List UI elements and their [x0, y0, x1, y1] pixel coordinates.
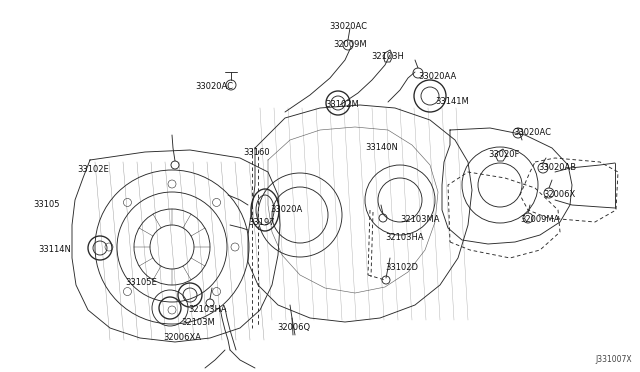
Text: 33197: 33197 [248, 218, 275, 227]
Text: 33102D: 33102D [385, 263, 418, 272]
Text: 33020AC: 33020AC [329, 22, 367, 31]
Text: 33020A: 33020A [270, 205, 302, 214]
Text: 33102E: 33102E [77, 165, 109, 174]
Text: 32103H: 32103H [371, 52, 404, 61]
Text: 32103M: 32103M [181, 318, 215, 327]
Text: 32009MA: 32009MA [520, 215, 559, 224]
Text: 32103MA: 32103MA [400, 215, 440, 224]
Text: 33020AA: 33020AA [418, 72, 456, 81]
Text: 33020AC: 33020AC [195, 82, 233, 91]
Text: 32009M: 32009M [333, 40, 367, 49]
Text: 32006XA: 32006XA [163, 333, 201, 342]
Text: 32103HA: 32103HA [188, 305, 227, 314]
Text: 32006Q: 32006Q [277, 323, 310, 332]
Text: 33160: 33160 [243, 148, 269, 157]
Text: 33114N: 33114N [38, 245, 71, 254]
Text: 33020AB: 33020AB [538, 163, 576, 172]
Text: 33020AC: 33020AC [513, 128, 551, 137]
Text: 33140N: 33140N [365, 143, 398, 152]
Text: 33141M: 33141M [435, 97, 468, 106]
Text: 32103HA: 32103HA [385, 233, 424, 242]
Text: J331007X: J331007X [595, 355, 632, 364]
Text: 33105: 33105 [33, 200, 60, 209]
Text: 33020F: 33020F [488, 150, 520, 159]
Text: 33105E: 33105E [125, 278, 157, 287]
Text: 33102M: 33102M [325, 100, 359, 109]
Text: 32006X: 32006X [543, 190, 575, 199]
